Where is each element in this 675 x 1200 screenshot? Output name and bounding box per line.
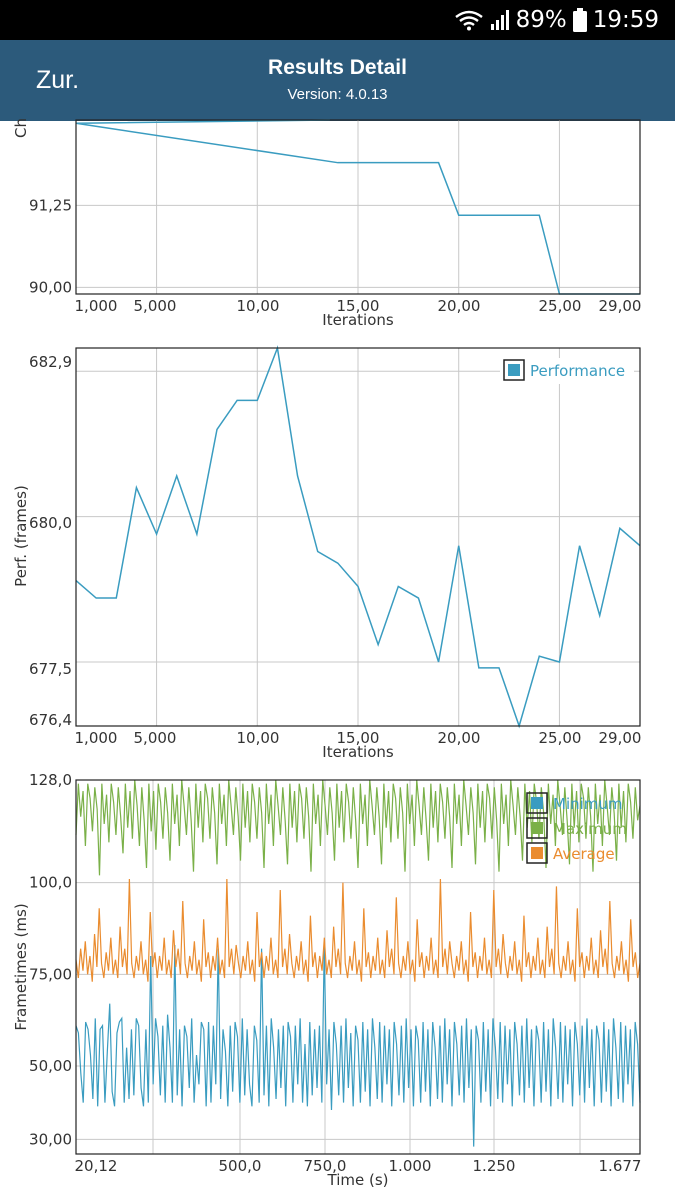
x-tick-label: 1.000 <box>389 1157 432 1175</box>
legend-label: Average <box>553 845 615 863</box>
y-tick-label: 50,00 <box>29 1057 72 1075</box>
x-tick-label: 29,00 <box>599 297 642 315</box>
y-tick-label: 128,0 <box>29 771 72 789</box>
y-tick-label: 100,0 <box>29 874 72 892</box>
legend-label: Minimum <box>553 795 623 813</box>
battery-percent: 89% <box>515 7 567 33</box>
chart-performance: Performance 1,000 5,000 10,00 15,00 20,00 25,0… <box>12 345 642 761</box>
x-tick-label: 1,000 <box>75 729 118 747</box>
legend-label: Performance <box>530 362 625 380</box>
y-tick-label: 75,00 <box>29 965 72 983</box>
legend-swatch <box>531 822 543 834</box>
y-tick-label: 30,00 <box>29 1130 72 1148</box>
y-tick-label: 677,5 <box>29 660 72 678</box>
status-icons: 89% 19:59 <box>454 0 659 40</box>
title-block: Results Detail Version: 4.0.13 <box>0 56 675 103</box>
x-tick-label: 29,00 <box>599 729 642 747</box>
legend-swatch-frame <box>526 842 548 864</box>
clock: 19:59 <box>592 7 659 33</box>
series-line <box>75 119 640 295</box>
x-tick-label: 25,00 <box>539 297 582 315</box>
back-button[interactable]: Zur. <box>36 66 80 94</box>
x-tick-label: 5,000 <box>134 729 177 747</box>
signal-icon <box>490 10 509 30</box>
series-line-maximum <box>75 779 641 876</box>
y-tick-label: 680,0 <box>29 514 72 532</box>
y-tick-label: 682,9 <box>29 353 72 371</box>
battery-icon <box>572 8 587 32</box>
x-tick-label: 750,0 <box>304 1157 347 1175</box>
legend-label: Maximum <box>553 820 627 838</box>
series-line-average <box>75 878 641 982</box>
x-tick-label: 1.677 <box>599 1157 642 1175</box>
x-tick-label: 15,00 <box>337 729 380 747</box>
chart-frametimes: Minimum Maximum Average 20,12 500,0 750,0 1.00… <box>12 771 642 1189</box>
x-tick-label: 15,00 <box>337 297 380 315</box>
x-axis-title: Iterations <box>322 311 394 329</box>
status-bar: 89% 19:59 <box>0 0 675 40</box>
x-tick-label: 5,000 <box>134 297 177 315</box>
x-tick-label: 20,00 <box>438 297 481 315</box>
chart-iterations-top: 1,000 5,000 10,00 15,00 20,00 25,00 29,00 91,25… <box>12 118 642 329</box>
y-tick-label: 676,4 <box>29 711 72 729</box>
x-axis-title: Time (s) <box>327 1171 389 1189</box>
y-axis-title: Perf. (frames) <box>12 485 30 587</box>
x-tick-label: 10,00 <box>237 729 280 747</box>
legend-swatch-frame <box>503 359 525 381</box>
y-axis-title: Frametimes (ms) <box>12 903 30 1030</box>
y-tick-label: 90,00 <box>29 278 72 296</box>
wifi-icon <box>454 10 483 31</box>
page-title: Results Detail <box>268 56 407 79</box>
x-tick-label: 20,12 <box>75 1157 118 1175</box>
plot-frame <box>75 347 641 727</box>
legend-swatch-frame <box>526 817 548 839</box>
y-axis-title: Ch <box>12 118 30 138</box>
x-tick-label: 1,000 <box>75 297 118 315</box>
series-line-minimum <box>75 944 641 1147</box>
x-axis-title: Iterations <box>322 743 394 761</box>
legend-swatch <box>508 364 520 376</box>
page-subtitle: Version: 4.0.13 <box>287 86 388 103</box>
legend-swatch <box>531 847 543 859</box>
plot-frame <box>75 779 641 1155</box>
x-tick-label: 20,00 <box>438 729 481 747</box>
series-line-performance <box>75 345 641 729</box>
legend-swatch-frame <box>526 792 548 814</box>
x-tick-label: 1.250 <box>473 1157 516 1175</box>
app-bar: Zur. Results Detail Version: 4.0.13 <box>0 40 675 121</box>
plot-frame <box>75 119 641 295</box>
y-tick-label: 91,25 <box>29 196 72 214</box>
x-tick-label: 10,00 <box>237 297 280 315</box>
legend-swatch <box>531 797 543 809</box>
x-tick-label: 25,00 <box>539 729 582 747</box>
x-tick-label: 500,0 <box>219 1157 262 1175</box>
